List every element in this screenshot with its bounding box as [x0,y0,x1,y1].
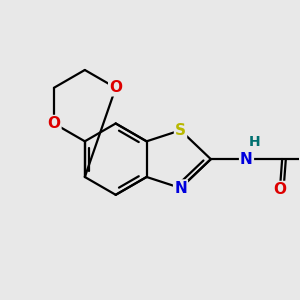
Text: H: H [249,135,260,149]
Text: N: N [240,152,253,166]
Text: N: N [174,181,187,196]
Text: O: O [273,182,286,197]
Text: O: O [109,80,122,95]
Text: S: S [175,123,186,138]
Text: O: O [47,116,60,131]
